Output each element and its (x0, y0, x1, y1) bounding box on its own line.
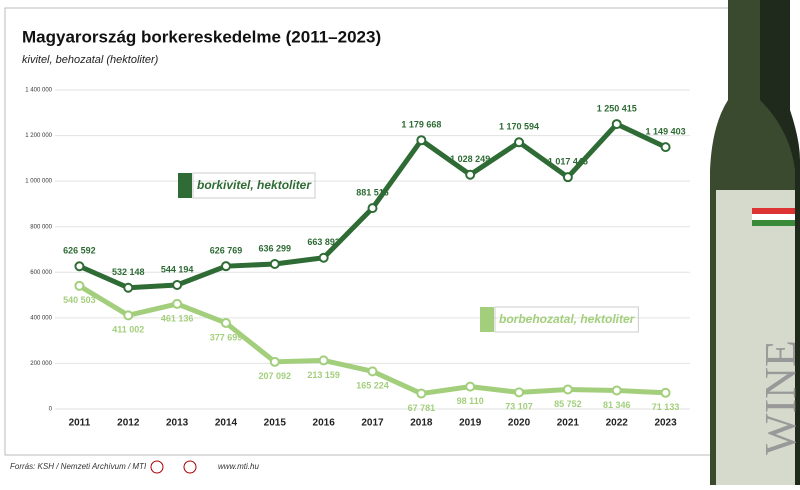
legend-box (192, 172, 316, 199)
point (660, 387, 671, 398)
value-label: 73 107 (505, 402, 533, 412)
website: www.mti.hu (218, 462, 259, 471)
point (367, 203, 378, 214)
legend-label: borkivitel, hektoliter (197, 178, 312, 192)
y-tick-label: 1 200 000 (25, 133, 52, 139)
x-tick-label: 2012 (117, 418, 140, 429)
value-label: 1 250 415 (597, 103, 637, 113)
y-tick-label: 1 000 000 (25, 179, 52, 185)
value-label: 626 769 (210, 246, 243, 256)
point (269, 259, 280, 270)
point (269, 356, 280, 367)
legend-swatch (178, 173, 192, 198)
point (74, 280, 85, 291)
value-label: 71 133 (652, 402, 680, 412)
point (220, 261, 231, 272)
point (172, 280, 183, 291)
chart-subtitle: kivitel, behozatal (hektoliter) (22, 54, 159, 66)
point (562, 172, 573, 183)
x-tick-label: 2014 (215, 418, 238, 429)
point (611, 119, 622, 130)
value-label: 881 516 (356, 188, 389, 198)
source: Forrás: KSH / Nemzeti Archívum / MTI (10, 462, 147, 471)
x-tick-label: 2023 (654, 418, 677, 429)
point (660, 142, 671, 153)
frame (4, 7, 751, 456)
y-tick-label: 200 000 (30, 361, 52, 367)
x-tick-label: 2020 (508, 418, 531, 429)
point (611, 385, 622, 396)
x-tick-label: 2022 (606, 418, 629, 429)
value-label: 213 159 (307, 370, 340, 380)
value-label: 532 148 (112, 267, 145, 277)
bottle-label (716, 190, 795, 485)
x-tick-label: 2015 (264, 418, 287, 429)
value-label: 377 699 (210, 332, 243, 342)
value-label: 67 781 (408, 403, 436, 413)
point (514, 137, 525, 148)
point (562, 384, 573, 395)
y-tick-label: 600 000 (30, 270, 52, 276)
point (220, 317, 231, 328)
x-tick-label: 2011 (69, 418, 91, 429)
y-tick-label: 0 (49, 407, 53, 413)
value-label: 207 092 (259, 371, 292, 381)
point (123, 310, 134, 321)
point (74, 261, 85, 272)
value-label: 81 346 (603, 400, 631, 410)
flag-green (752, 220, 795, 226)
point (465, 169, 476, 180)
mti-logo (183, 460, 197, 474)
x-tick-label: 2019 (459, 418, 482, 429)
value-label: 663 893 (307, 237, 340, 247)
chart-title: Magyarország borkereskedelme (2011–2023) (22, 27, 381, 46)
x-tick-label: 2016 (313, 418, 336, 429)
value-label: 1 149 403 (646, 126, 686, 136)
value-label: 1 028 249 (450, 154, 490, 164)
value-label: 1 170 594 (499, 122, 539, 132)
y-tick-label: 400 000 (30, 315, 52, 321)
value-label: 1 017 445 (548, 157, 588, 167)
point (465, 381, 476, 392)
point (416, 135, 427, 146)
value-label: 98 110 (457, 396, 484, 406)
point (172, 298, 183, 309)
point (367, 366, 378, 377)
point (318, 252, 329, 263)
bottle-text: WINE (756, 340, 800, 455)
x-tick-label: 2013 (166, 418, 189, 429)
x-tick-label: 2017 (361, 418, 384, 429)
value-label: 165 224 (356, 381, 389, 391)
value-label: 1 179 668 (401, 120, 441, 130)
point (123, 282, 134, 293)
point (318, 355, 329, 366)
legend-box (494, 306, 639, 333)
value-label: 461 136 (161, 313, 194, 323)
value-label: 626 592 (63, 246, 96, 256)
value-label: 544 194 (161, 264, 194, 274)
value-label: 411 002 (112, 325, 144, 335)
point (416, 388, 427, 399)
flag-red (752, 208, 795, 214)
y-tick-label: 800 000 (30, 224, 52, 230)
legend-swatch (480, 307, 494, 332)
y-tick-label: 1 400 000 (25, 88, 52, 94)
value-label: 85 752 (554, 399, 582, 409)
mtva-logo (150, 460, 164, 474)
value-label: 540 503 (63, 295, 96, 305)
legend-label: borbehozatal, hektoliter (499, 312, 636, 326)
x-tick-label: 2021 (557, 418, 580, 429)
x-tick-label: 2018 (410, 418, 433, 429)
point (514, 387, 525, 398)
value-label: 636 299 (259, 243, 292, 253)
bottles: WINE (710, 0, 800, 485)
flag-white (752, 214, 795, 220)
